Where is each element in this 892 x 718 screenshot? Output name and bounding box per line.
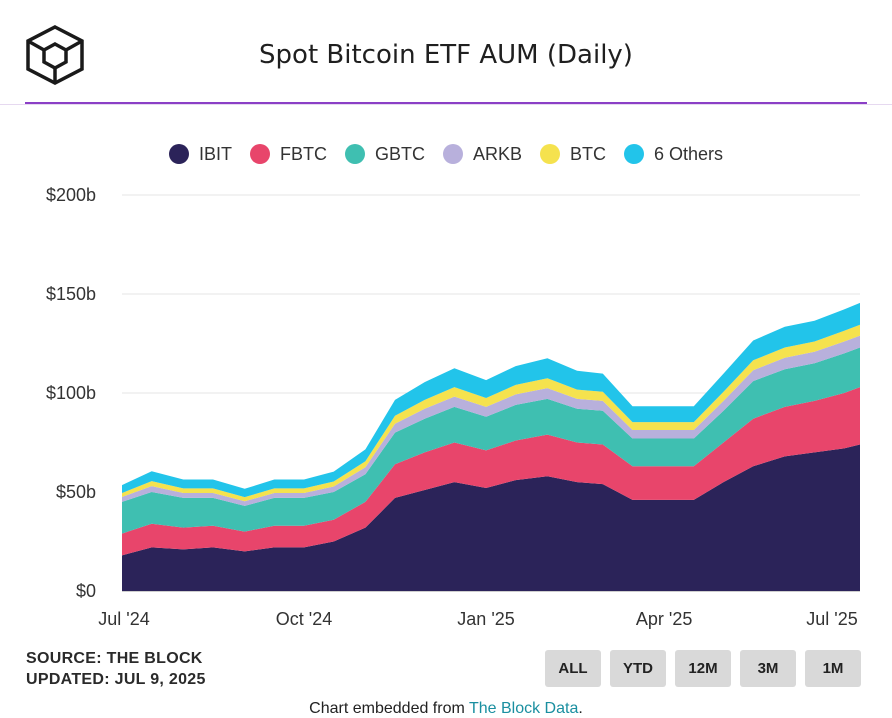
y-tick-label: $0 bbox=[76, 581, 96, 601]
source-text: SOURCE: THE BLOCK bbox=[26, 650, 203, 667]
embed-prefix: Chart embedded from bbox=[309, 700, 469, 717]
x-tick-label: Jan '25 bbox=[457, 609, 514, 629]
area-series-gbtc[interactable] bbox=[122, 347, 860, 534]
range-3m-button[interactable]: 3M bbox=[740, 650, 796, 687]
legend-label: GBTC bbox=[374, 143, 425, 164]
legend-label: 6 Others bbox=[654, 143, 724, 164]
x-tick-label: Jul '25 bbox=[806, 609, 857, 629]
legend-label: ARKB bbox=[472, 143, 523, 164]
range-all-button[interactable]: ALL bbox=[545, 650, 601, 687]
legend-swatch bbox=[249, 144, 270, 164]
range-12m-button[interactable]: 12M bbox=[675, 650, 731, 687]
legend-item-others[interactable]: 6 Others bbox=[624, 144, 723, 165]
series-areas bbox=[122, 302, 860, 592]
legend-item-arkb[interactable]: ARKB bbox=[442, 143, 523, 165]
legend-swatch bbox=[442, 144, 463, 164]
legend-item-ibit[interactable]: IBIT bbox=[168, 143, 232, 165]
source-note: SOURCE: THE BLOCK UPDATED: JUL 9, 2025 bbox=[26, 648, 206, 690]
x-axis-ticks: Jul '24 Oct '24 Jan '25 Apr '25 Jul '25 bbox=[98, 609, 857, 629]
y-tick-label: $50b bbox=[56, 482, 96, 502]
range-1m-button[interactable]: 1M bbox=[805, 650, 861, 687]
x-tick-label: Jul '24 bbox=[98, 609, 149, 629]
embed-suffix: . bbox=[578, 700, 583, 717]
legend-swatch bbox=[344, 144, 365, 164]
the-block-cube-logo-icon[interactable] bbox=[24, 24, 86, 86]
legend-item-fbtc[interactable]: FBTC bbox=[249, 143, 327, 165]
range-buttons: ALL YTD 12M 3M 1M bbox=[545, 650, 861, 687]
chart-header: Spot Bitcoin ETF AUM (Daily) bbox=[0, 0, 892, 105]
updated-text: UPDATED: JUL 9, 2025 bbox=[26, 671, 206, 688]
header-divider-light bbox=[0, 104, 892, 105]
header-divider bbox=[25, 102, 867, 104]
range-ytd-button[interactable]: YTD bbox=[610, 650, 666, 687]
legend-item-btc[interactable]: BTC bbox=[540, 144, 606, 165]
legend-label: BTC bbox=[570, 143, 607, 164]
y-tick-label: $150b bbox=[46, 284, 96, 304]
y-axis-ticks: $0 $50b $100b $150b $200b bbox=[46, 185, 96, 601]
y-tick-label: $100b bbox=[46, 383, 96, 403]
legend-label: IBIT bbox=[198, 143, 232, 164]
legend-label: FBTC bbox=[279, 143, 327, 164]
area-series-ibit[interactable] bbox=[122, 444, 860, 592]
legend-swatch bbox=[540, 144, 561, 164]
embed-note: Chart embedded from The Block Data. bbox=[0, 700, 892, 718]
legend-swatch bbox=[624, 144, 645, 164]
legend-item-gbtc[interactable]: GBTC bbox=[344, 143, 425, 165]
legend-swatch bbox=[168, 144, 189, 164]
the-block-data-link[interactable]: The Block Data bbox=[468, 700, 579, 717]
stacked-area-chart[interactable]: $0 $50b $100b $150b $200b Jul '24 Oct '24 Jan … bbox=[0, 175, 892, 635]
chart-title: Spot Bitcoin ETF AUM (Daily) bbox=[259, 40, 633, 70]
x-tick-label: Apr '25 bbox=[636, 609, 692, 629]
y-tick-label: $200b bbox=[46, 185, 96, 205]
chart-legend: IBIT FBTC GBTC ARKB BTC 6 Others bbox=[0, 141, 892, 167]
area-series-arkb[interactable] bbox=[122, 335, 860, 506]
x-tick-label: Oct '24 bbox=[276, 609, 332, 629]
area-series-6-others[interactable] bbox=[122, 302, 860, 498]
area-series-fbtc[interactable] bbox=[122, 387, 860, 556]
